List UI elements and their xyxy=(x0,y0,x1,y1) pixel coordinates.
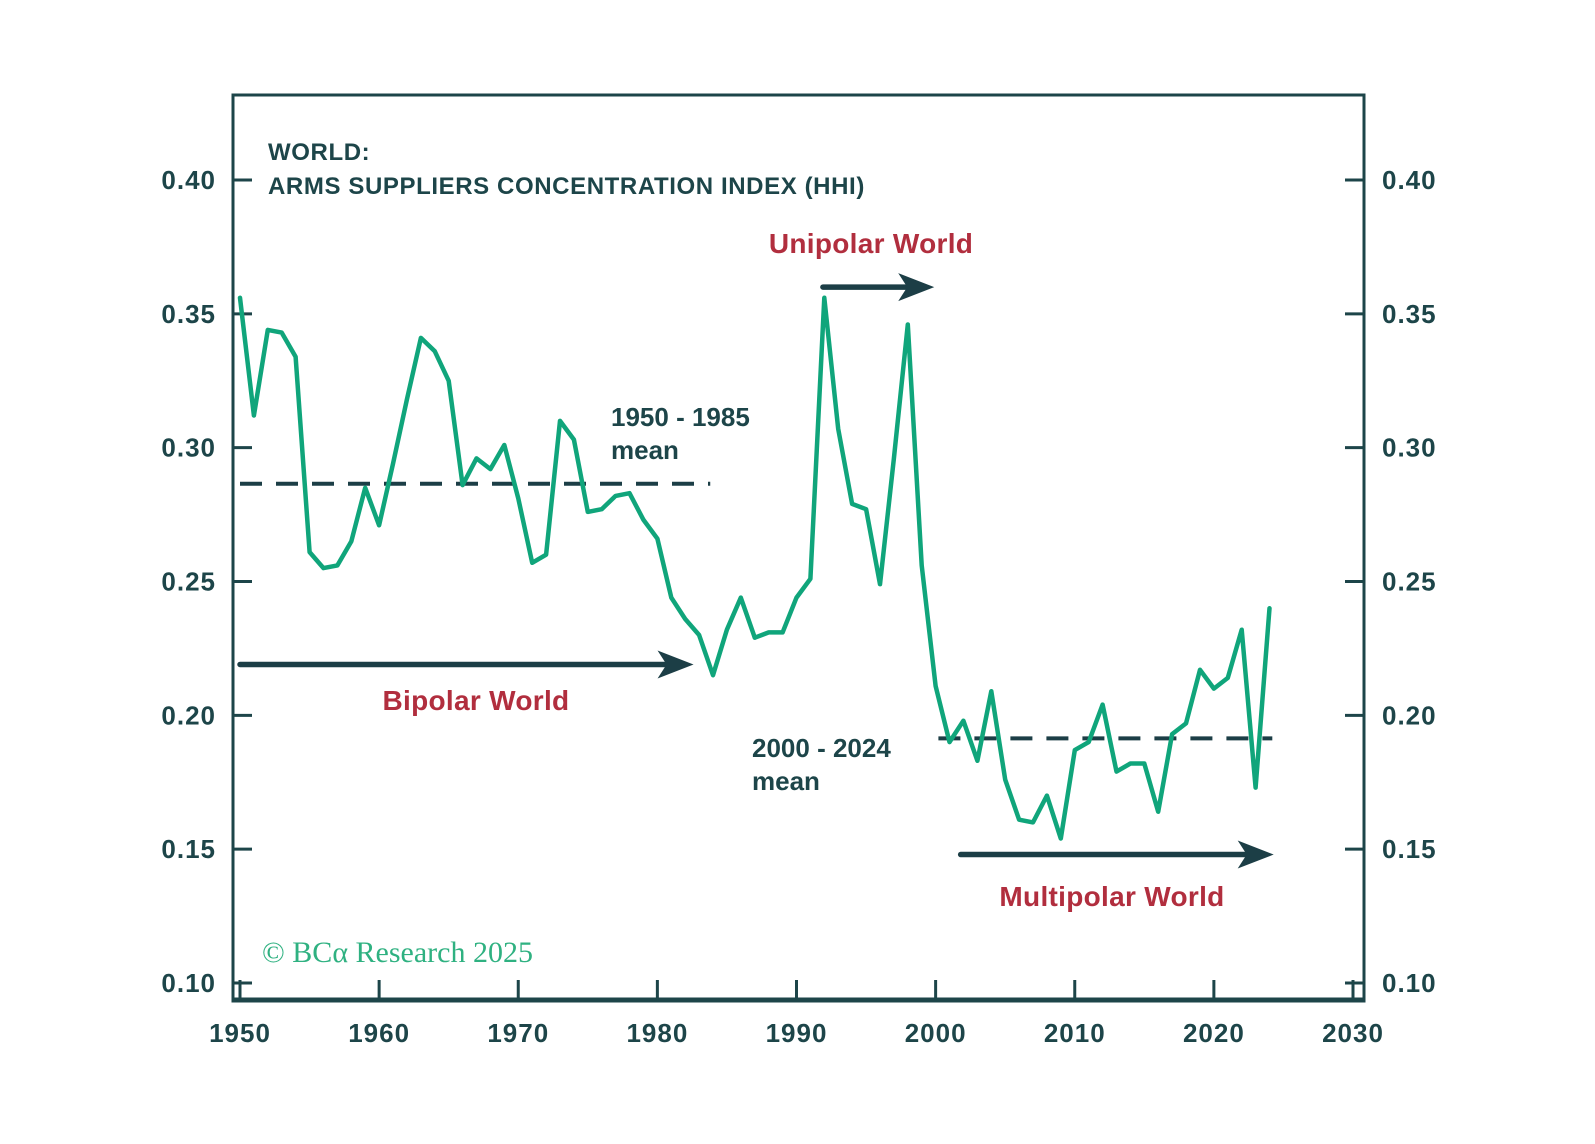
x-tick-label: 1990 xyxy=(766,1018,828,1048)
y-tick-label-right: 0.10 xyxy=(1382,968,1437,998)
x-tick-label: 2010 xyxy=(1044,1018,1106,1048)
x-tick-label: 1980 xyxy=(626,1018,688,1048)
unipolar-arrow-head-icon xyxy=(898,273,935,302)
y-tick-label-right: 0.25 xyxy=(1382,567,1437,597)
y-tick-label-right: 0.30 xyxy=(1382,433,1437,463)
x-tick-label: 1970 xyxy=(487,1018,549,1048)
y-tick-label-left: 0.10 xyxy=(161,968,216,998)
hhi-series-line xyxy=(237,295,1272,841)
annotation-bipolar-world: Bipolar World xyxy=(382,685,570,716)
bipolar-arrow xyxy=(237,650,694,679)
y-tick-label-left: 0.25 xyxy=(161,567,216,597)
multipolar-arrow-head-icon xyxy=(1237,840,1274,869)
chart-title: WORLD: ARMS SUPPLIERS CONCENTRATION INDE… xyxy=(268,136,865,204)
y-tick-label-left: 0.20 xyxy=(161,700,216,730)
y-tick-label-right: 0.35 xyxy=(1382,299,1437,329)
mean-label-1950-1985-word: mean xyxy=(611,435,679,465)
y-tick-label-right: 0.15 xyxy=(1382,834,1437,864)
mean-label-1950-1985: 1950 - 1985 mean xyxy=(611,401,750,467)
y-tick-label-left: 0.30 xyxy=(161,433,216,463)
y-tick-label-right: 0.40 xyxy=(1382,165,1437,195)
copyright-credit: © BCα Research 2025 xyxy=(262,936,533,969)
mean-label-1950-1985-range: 1950 - 1985 xyxy=(611,402,750,432)
y-tick-label-left: 0.40 xyxy=(161,165,216,195)
annotation-multipolar-world: Multipolar World xyxy=(999,881,1225,912)
y-tick-label-left: 0.15 xyxy=(161,834,216,864)
chart-title-line2: ARMS SUPPLIERS CONCENTRATION INDEX (HHI) xyxy=(268,173,865,200)
mean-label-2000-2024: 2000 - 2024 mean xyxy=(752,732,891,798)
bipolar-arrow-head-icon xyxy=(657,650,694,679)
multipolar-arrow xyxy=(957,840,1274,869)
y-tick-label-left: 0.35 xyxy=(161,299,216,329)
annotation-unipolar-world: Unipolar World xyxy=(768,228,974,259)
x-tick-label: 2000 xyxy=(905,1018,967,1048)
x-tick-label: 2020 xyxy=(1183,1018,1245,1048)
x-tick-label: 1960 xyxy=(348,1018,410,1048)
chart-title-line1: WORLD: xyxy=(268,139,371,166)
x-tick-label: 1950 xyxy=(209,1018,271,1048)
x-tick-label: 2030 xyxy=(1322,1018,1384,1048)
y-tick-label-right: 0.20 xyxy=(1382,700,1437,730)
mean-label-2000-2024-range: 2000 - 2024 xyxy=(752,733,891,763)
mean-label-2000-2024-word: mean xyxy=(752,766,820,796)
unipolar-arrow xyxy=(820,273,935,302)
